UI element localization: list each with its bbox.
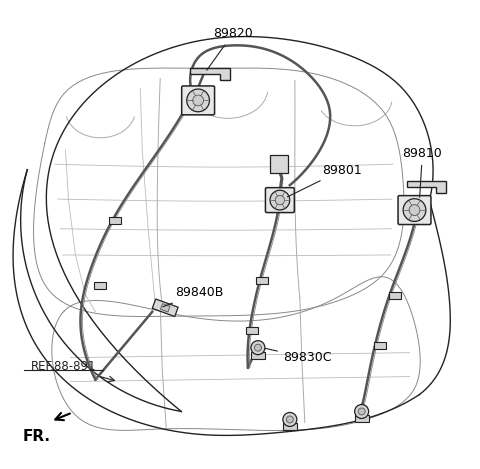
Text: 89820: 89820: [207, 27, 253, 70]
Bar: [373, 342, 385, 348]
Bar: [95, 282, 107, 289]
Circle shape: [251, 340, 265, 355]
Bar: [152, 299, 178, 317]
Circle shape: [403, 199, 426, 221]
Circle shape: [287, 416, 293, 423]
Text: FR.: FR.: [23, 429, 50, 444]
Bar: [246, 327, 258, 334]
Bar: [270, 155, 288, 173]
Bar: [389, 292, 400, 299]
Bar: [160, 303, 170, 312]
Text: REF.88-891: REF.88-891: [31, 360, 114, 382]
Text: 89801: 89801: [288, 164, 361, 197]
Bar: [109, 217, 121, 224]
Circle shape: [358, 408, 365, 415]
Circle shape: [254, 344, 262, 351]
FancyBboxPatch shape: [181, 86, 215, 115]
Bar: [256, 277, 268, 284]
Circle shape: [193, 95, 204, 106]
Bar: [251, 352, 265, 359]
Polygon shape: [190, 68, 230, 81]
Text: 89810: 89810: [403, 147, 442, 197]
FancyBboxPatch shape: [398, 196, 431, 225]
Circle shape: [409, 204, 420, 215]
Circle shape: [275, 196, 285, 205]
Text: 89840B: 89840B: [163, 287, 224, 307]
Text: 89830C: 89830C: [264, 348, 331, 364]
FancyBboxPatch shape: [265, 188, 294, 212]
Circle shape: [283, 412, 297, 426]
Bar: [355, 416, 369, 423]
Circle shape: [270, 190, 290, 210]
Circle shape: [187, 89, 209, 112]
Polygon shape: [407, 181, 446, 193]
Circle shape: [355, 404, 369, 418]
Bar: [283, 424, 297, 431]
